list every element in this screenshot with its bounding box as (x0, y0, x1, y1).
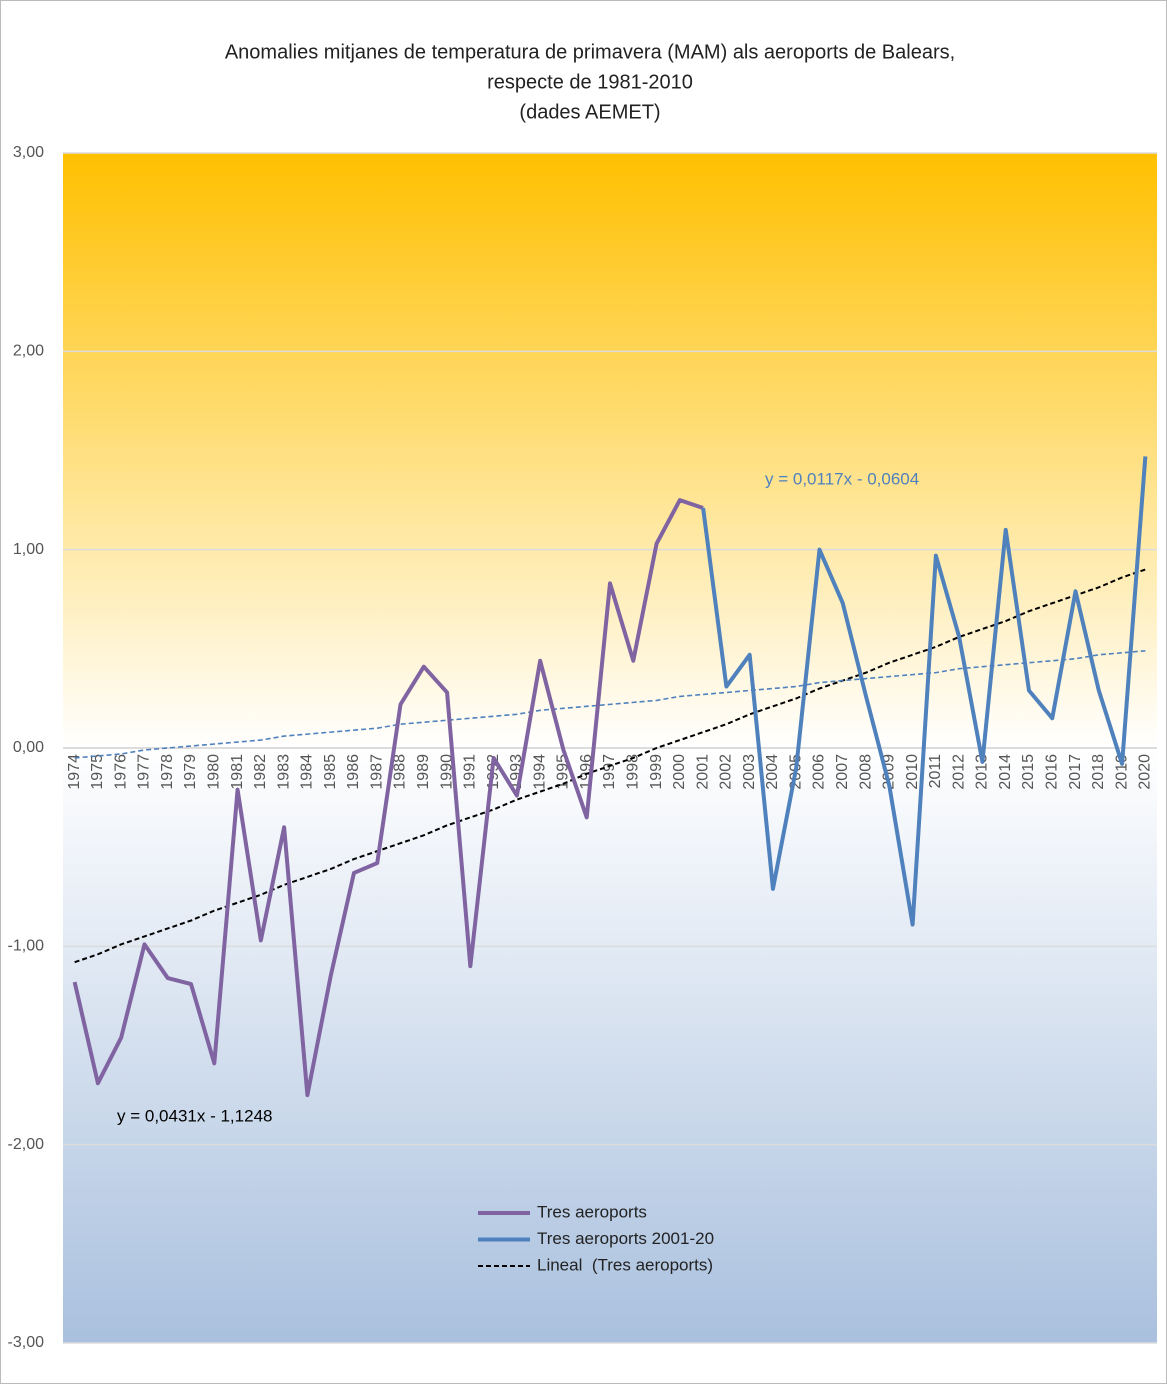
x-tick-label: 2011 (927, 754, 944, 789)
legend-label: Lineal (Tres aeroports) (537, 1255, 713, 1274)
chart-title: (dades AEMET) (519, 101, 660, 123)
x-tick-label: 2004 (764, 754, 781, 790)
x-tick-label: 1988 (392, 754, 409, 790)
x-tick-label: 2007 (834, 754, 851, 790)
x-tick-label: 1997 (601, 754, 618, 790)
x-tick-label: 2006 (811, 754, 828, 790)
x-tick-label: 1994 (531, 754, 548, 790)
y-tick-label: -2,00 (8, 1136, 45, 1153)
x-tick-label: 1981 (229, 754, 246, 790)
x-tick-label: 2014 (997, 754, 1014, 790)
x-tick-label: 2000 (671, 754, 688, 790)
x-tick-label: 2015 (1020, 754, 1037, 790)
chart-title: respecte de 1981-2010 (487, 71, 693, 93)
x-tick-label: 1987 (368, 754, 385, 790)
x-tick-label: 1974 (66, 754, 83, 790)
x-tick-label: 1983 (275, 754, 292, 790)
x-tick-label: 2019 (1113, 754, 1130, 790)
line (72, 498, 704, 1098)
y-tick-label: 2,00 (13, 343, 44, 360)
x-tick-label: 2013 (974, 754, 991, 790)
x-tick-label: 1976 (112, 754, 129, 790)
x-tick-label: 1977 (136, 754, 153, 790)
x-tick-label: 1985 (322, 754, 339, 790)
y-tick-label: 3,00 (13, 144, 44, 161)
x-tick-label: 2003 (741, 754, 758, 790)
x-tick-label: 2012 (950, 754, 967, 790)
x-tick-label: 1980 (206, 754, 223, 790)
x-tick-label: 1998 (624, 754, 641, 790)
y-tick-label: 1,00 (13, 541, 44, 558)
legend-label: Tres aeroports 2001-20 (537, 1229, 714, 1248)
x-tick-label: 1999 (648, 754, 665, 790)
x-tick-label: 2010 (904, 754, 921, 790)
x-tick-label: 2001 (694, 754, 711, 790)
trend-line (74, 568, 1146, 964)
x-tick-label: 1979 (182, 754, 199, 790)
x-tick-label: 1991 (462, 754, 479, 790)
x-tick-label: 2020 (1137, 754, 1154, 790)
y-tick-label: 0,00 (13, 739, 44, 756)
x-tick-label: 2002 (718, 754, 735, 790)
x-tick-label: 1984 (299, 754, 316, 790)
legend-label: Tres aeroports (537, 1202, 647, 1221)
chart-title: Anomalies mitjanes de temperatura de pri… (225, 41, 955, 63)
x-tick-label: 1986 (345, 754, 362, 790)
x-tick-label: 1982 (252, 754, 269, 790)
x-tick-label: 2017 (1067, 754, 1084, 790)
y-tick-label: -3,00 (8, 1334, 45, 1351)
x-tick-label: 2008 (857, 754, 874, 790)
x-tick-label: 1975 (89, 754, 106, 790)
x-tick-label: 2016 (1043, 754, 1060, 790)
y-tick-label: -1,00 (8, 938, 45, 955)
annotation: y = 0,0117x - 0,0604 (765, 469, 919, 488)
x-tick-label: 1989 (415, 754, 432, 790)
annotation: y = 0,0431x - 1,1248 (117, 1106, 272, 1125)
x-tick-label: 1978 (159, 754, 176, 790)
line (701, 456, 1148, 927)
x-tick-label: 2018 (1090, 754, 1107, 790)
